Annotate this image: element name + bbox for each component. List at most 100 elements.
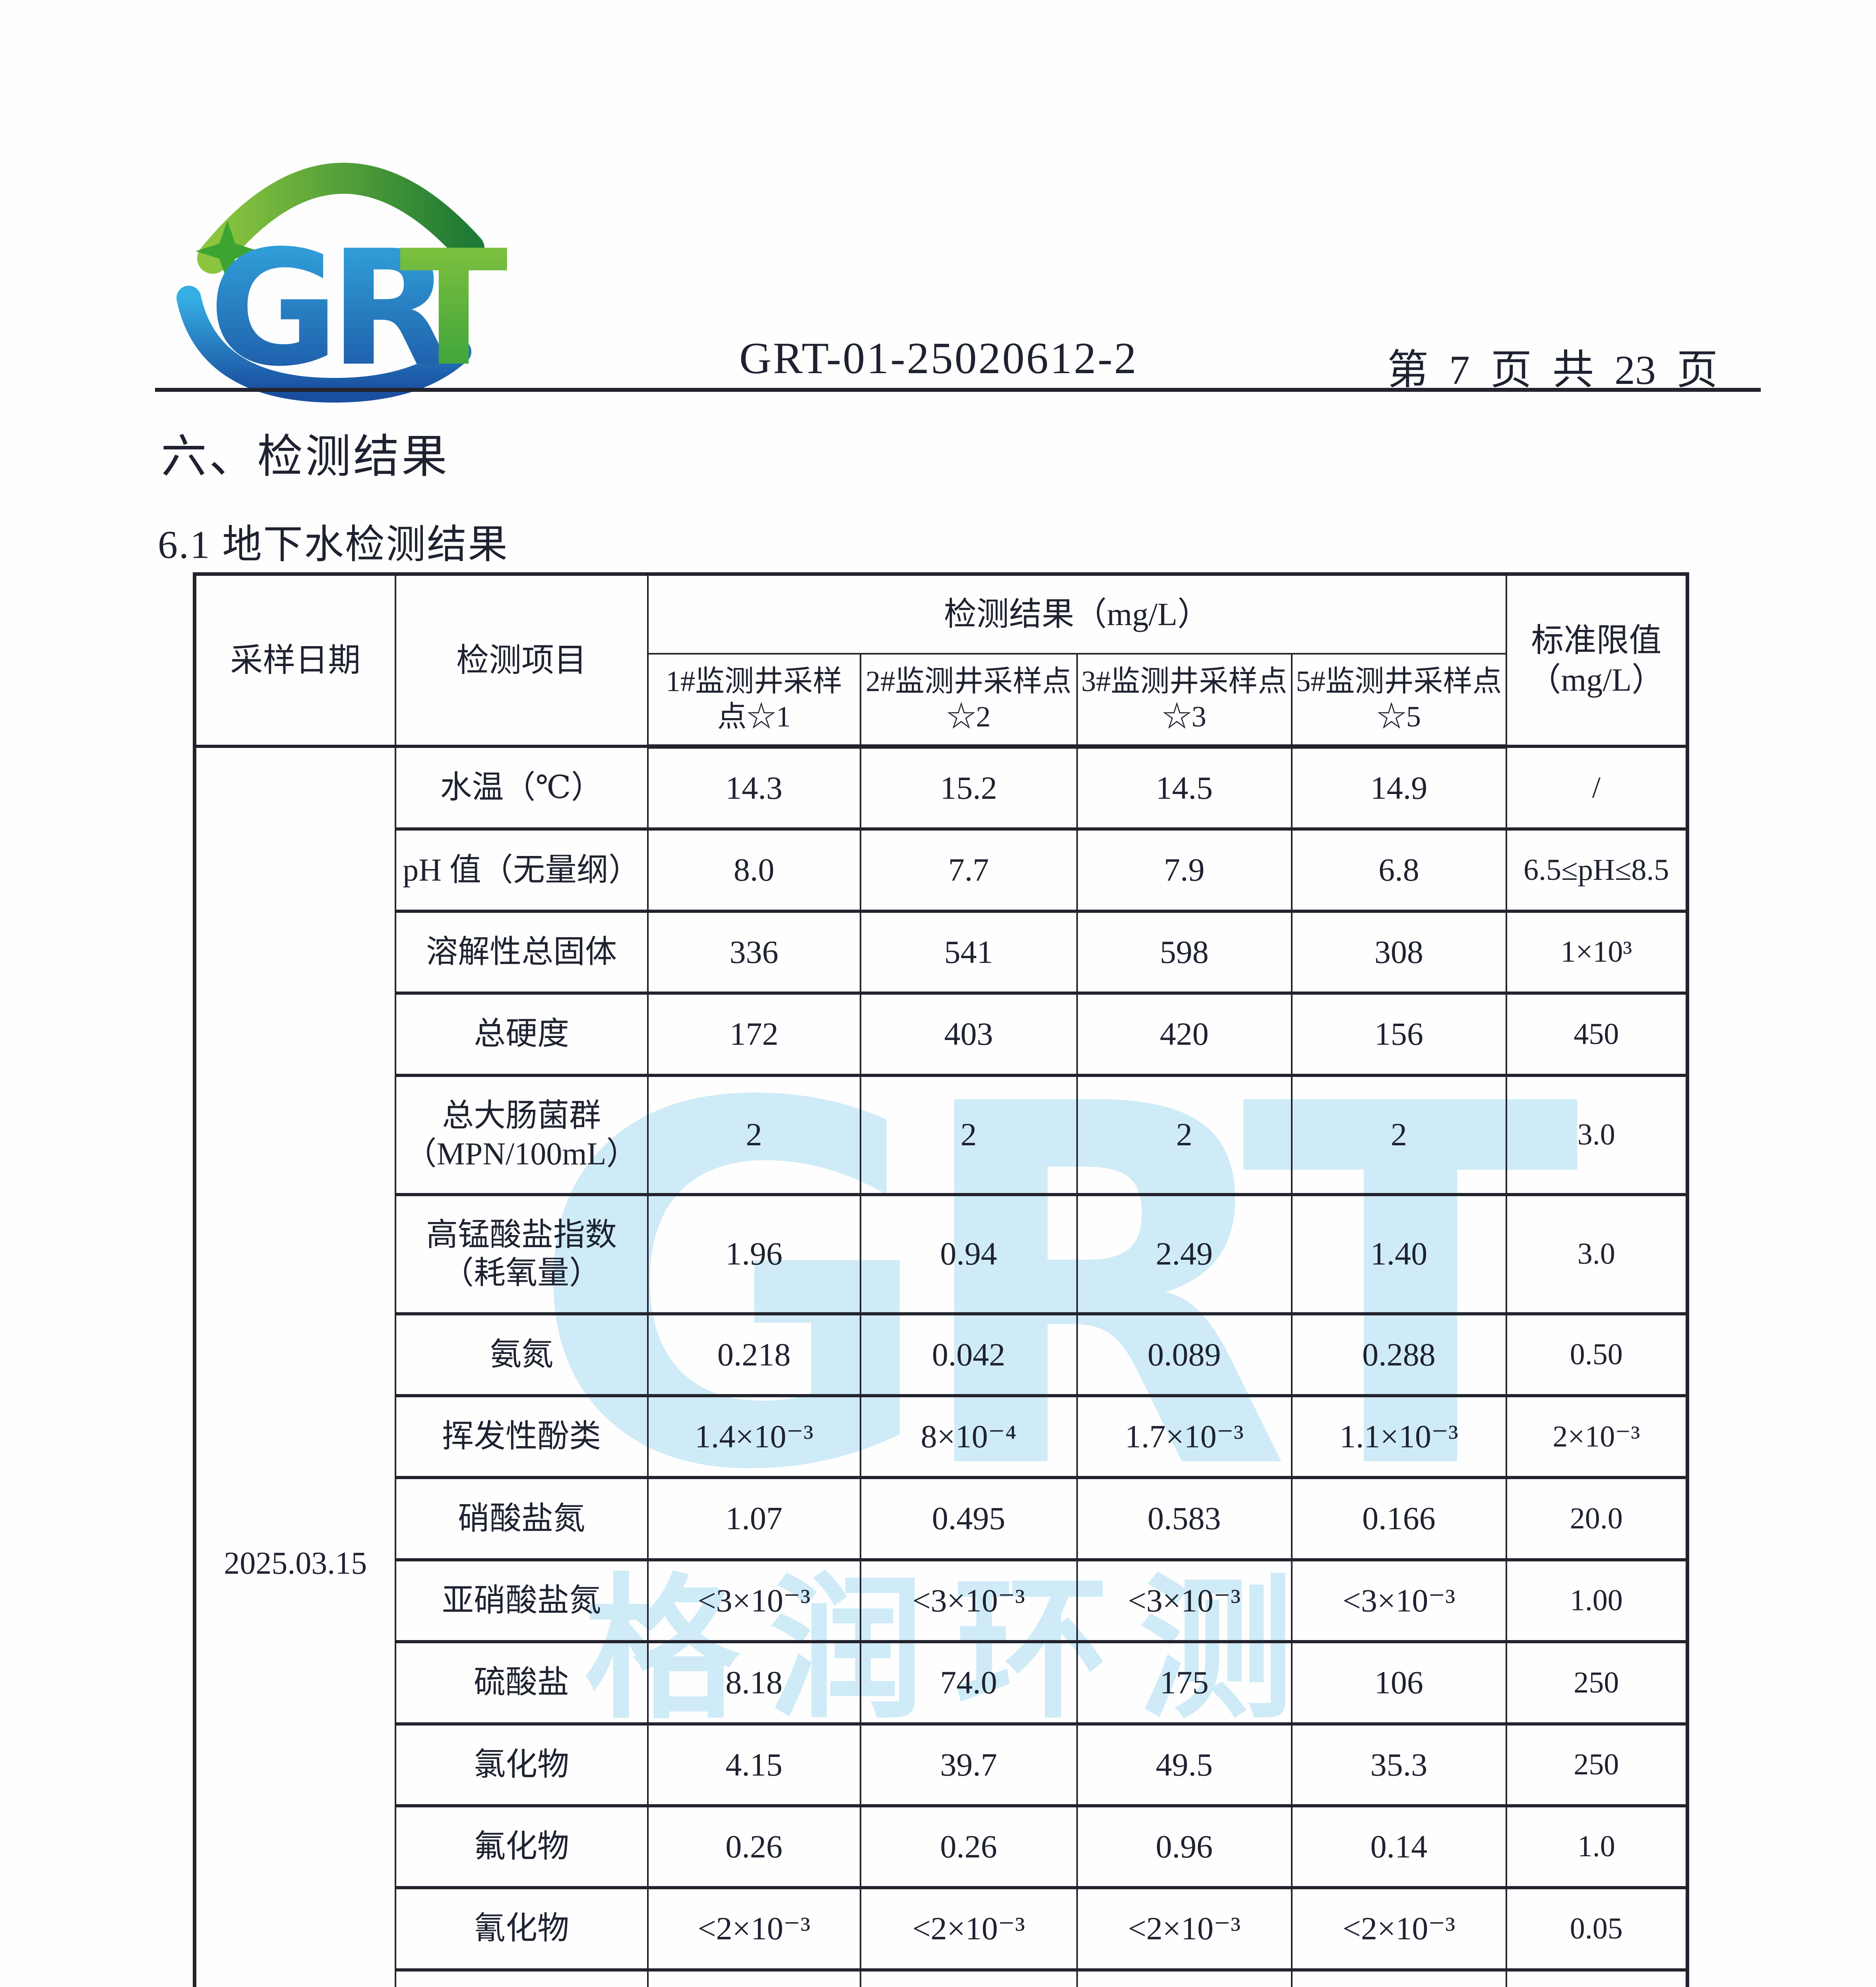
item-cell: 氟化物: [394, 1804, 649, 1889]
limit-cell: 1.00: [1505, 1558, 1688, 1643]
value-cell: 2: [1076, 1073, 1293, 1195]
value-cell: 420: [1076, 992, 1293, 1076]
logo-star-icon: [196, 221, 259, 282]
value-cell: <2×10⁻³: [647, 1886, 861, 1971]
header-divider: [155, 388, 1761, 392]
table-row: 氯化物 4.15 39.7 49.5 35.3 250: [195, 1722, 1688, 1807]
item-cell: 氯化物: [394, 1722, 649, 1807]
value-cell: 0.583: [1076, 1476, 1293, 1561]
value-cell: 0.042: [859, 1312, 1078, 1396]
value-cell: 0.218: [647, 1312, 861, 1396]
limit-cell: 3.0: [1505, 1193, 1688, 1315]
value-cell: 8×10⁻⁴: [859, 1394, 1078, 1479]
value-cell: 39.7: [859, 1722, 1078, 1807]
header-well-2: 2#监测井采样点☆2: [859, 653, 1078, 749]
value-cell: 1.40: [1291, 1193, 1507, 1315]
value-cell: 175: [1076, 1640, 1293, 1725]
header-standard-limit: 标准限值（mg/L）: [1505, 573, 1688, 748]
header-results-group: 检测结果（mg/L）: [647, 573, 1507, 655]
header-well-5: 5#监测井采样点☆5: [1291, 653, 1507, 749]
value-cell: 1.0×10⁻³: [647, 1968, 861, 1987]
table-row: 挥发性酚类 1.4×10⁻³ 8×10⁻⁴ 1.7×10⁻³ 1.1×10⁻³ 2×10⁻…: [195, 1394, 1688, 1479]
value-cell: 0.94: [859, 1193, 1078, 1315]
value-cell: 0.26: [647, 1804, 861, 1889]
value-cell: 7.7: [859, 827, 1078, 912]
value-cell: <3×10⁻³: [647, 1558, 861, 1643]
header-sampling-date: 采样日期: [194, 573, 396, 748]
limit-cell: 20.0: [1505, 1476, 1688, 1561]
value-cell: 0.96: [1076, 1804, 1293, 1889]
value-cell: 2.49: [1076, 1193, 1293, 1315]
value-cell: 1.7×10⁻³: [1076, 1394, 1293, 1479]
table-row: 高锰酸盐指数（耗氧量） 1.96 0.94 2.49 1.40 3.0: [195, 1193, 1688, 1315]
value-cell: 2: [647, 1073, 861, 1195]
results-tbody: 2025.03.15 水温（℃） 14.3 15.2 14.5 14.9/pH 值（无量纲…: [194, 745, 1688, 1987]
value-cell: 35.3: [1291, 1722, 1507, 1807]
value-cell: <3×10⁻³: [859, 1558, 1078, 1643]
logo-text-gr: GR: [209, 217, 448, 401]
value-cell: <3×10⁻³: [1291, 1558, 1507, 1643]
value-cell: 14.3: [647, 745, 861, 830]
table-row: 砷1.0×10⁻³<3×10⁻⁴1.6×10⁻³<3×10⁻⁴0.01: [195, 1968, 1688, 1987]
value-cell: 74.0: [859, 1640, 1078, 1725]
limit-cell: 0.05: [1505, 1886, 1688, 1971]
value-cell: 403: [859, 992, 1078, 1076]
table-header-row-1: 采样日期 检测项目 检测结果（mg/L） 标准限值（mg/L）: [194, 573, 1688, 748]
sampling-date-cell: 2025.03.15: [194, 745, 396, 1987]
value-cell: 172: [647, 992, 861, 1076]
value-cell: 541: [859, 909, 1078, 994]
limit-cell: 0.50: [1505, 1312, 1688, 1396]
value-cell: 336: [647, 909, 861, 994]
limit-cell: 250: [1505, 1640, 1688, 1725]
value-cell: 2: [1291, 1073, 1507, 1195]
value-cell: 49.5: [1076, 1722, 1293, 1807]
value-cell: 1.1×10⁻³: [1291, 1394, 1507, 1479]
limit-cell: 6.5≤pH≤8.5: [1505, 827, 1688, 912]
value-cell: <3×10⁻³: [1076, 1558, 1293, 1643]
value-cell: 308: [1291, 909, 1507, 994]
table-row: 亚硝酸盐氮 <3×10⁻³ <3×10⁻³ <3×10⁻³ <3×10⁻³ 1.00: [195, 1558, 1688, 1643]
section-heading: 六、检测结果: [161, 432, 450, 482]
item-cell: 高锰酸盐指数（耗氧量）: [394, 1193, 649, 1315]
value-cell: 2: [859, 1073, 1078, 1195]
grt-logo: GR T: [176, 163, 509, 403]
value-cell: 6.8: [1291, 827, 1507, 912]
table-row: pH 值（无量纲） 8.0 7.7 7.9 6.8 6.5≤pH≤8.5: [195, 827, 1688, 912]
value-cell: 8.18: [647, 1640, 861, 1725]
limit-cell: 1×10³: [1505, 909, 1688, 994]
value-cell: <3×10⁻⁴: [1291, 1968, 1507, 1987]
item-cell: 硫酸盐: [394, 1640, 649, 1725]
limit-cell: 3.0: [1505, 1073, 1688, 1195]
limit-cell: 450: [1505, 992, 1688, 1076]
header-test-item: 检测项目: [394, 573, 649, 748]
item-cell: 挥发性酚类: [394, 1394, 649, 1479]
header-well-1: 1#监测井采样点☆1: [647, 653, 861, 749]
results-table: 采样日期 检测项目 检测结果（mg/L） 标准限值（mg/L） 1#监测井采样点…: [193, 572, 1690, 1987]
value-cell: 14.5: [1076, 745, 1293, 830]
table-row: 硫酸盐 8.18 74.0 175 106 250: [195, 1640, 1688, 1725]
page-number-indicator: 第 7 页 共 23 页: [1387, 347, 1718, 393]
item-cell: 溶解性总固体: [394, 909, 649, 994]
limit-cell: 0.01: [1505, 1968, 1688, 1987]
item-cell: 总硬度: [394, 992, 649, 1076]
value-cell: 0.288: [1291, 1312, 1507, 1396]
table-row: 总大肠菌群（MPN/100mL） 2 2 2 2 3.0: [195, 1073, 1688, 1195]
item-cell: 总大肠菌群（MPN/100mL）: [394, 1073, 649, 1195]
value-cell: 106: [1291, 1640, 1507, 1725]
value-cell: 7.9: [1076, 827, 1293, 912]
value-cell: 1.07: [647, 1476, 861, 1561]
table-row: 氨氮 0.218 0.042 0.089 0.288 0.50: [195, 1312, 1688, 1396]
value-cell: 0.089: [1076, 1312, 1293, 1396]
table-row: 硝酸盐氮 1.07 0.495 0.583 0.166 20.0: [195, 1476, 1688, 1561]
table-row: 2025.03.15 水温（℃） 14.3 15.2 14.5 14.9/: [194, 745, 1688, 1987]
value-cell: <2×10⁻³: [1076, 1886, 1293, 1971]
table-header-row-2: 1#监测井采样点☆1 2#监测井采样点☆2 3#监测井采样点☆3 5#监测井采样…: [195, 653, 1688, 749]
subsection-heading: 6.1 地下水检测结果: [158, 523, 509, 567]
table-row: 溶解性总固体 336 541 598 308 1×10³: [195, 909, 1688, 994]
value-cell: 156: [1291, 992, 1507, 1076]
table-row: 氰化物 <2×10⁻³ <2×10⁻³ <2×10⁻³ <2×10⁻³ 0.05: [195, 1886, 1688, 1971]
item-cell: 亚硝酸盐氮: [394, 1558, 649, 1643]
value-cell: 598: [1076, 909, 1293, 994]
limit-cell: 1.0: [1505, 1804, 1688, 1889]
